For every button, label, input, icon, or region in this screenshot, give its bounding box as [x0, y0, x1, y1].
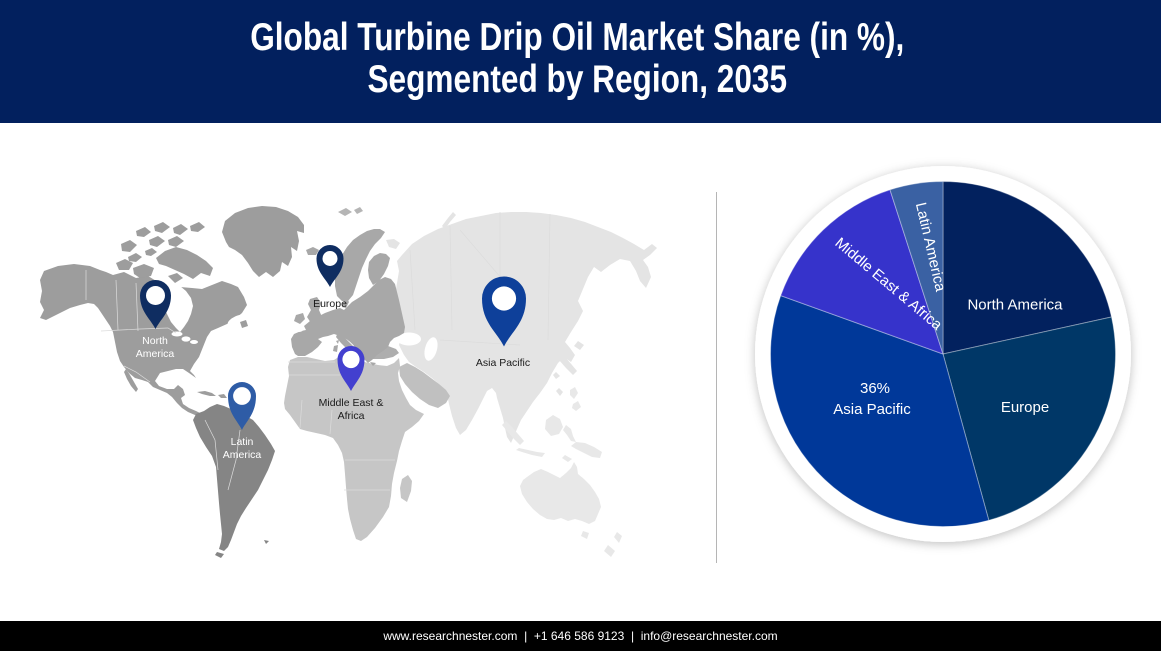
svg-text:Asia Pacific: Asia Pacific: [476, 357, 530, 369]
svg-text:Europe: Europe: [1001, 399, 1049, 416]
svg-text:Asia Pacific: Asia Pacific: [833, 401, 911, 418]
svg-text:Latin: Latin: [231, 436, 254, 448]
svg-text:Europe: Europe: [313, 298, 347, 310]
svg-text:America: America: [223, 449, 262, 461]
svg-text:Africa: Africa: [338, 410, 365, 422]
svg-text:36%: 36%: [860, 380, 890, 397]
svg-text:America: America: [136, 348, 175, 360]
svg-text:Middle East &: Middle East &: [319, 397, 384, 409]
svg-text:North: North: [142, 335, 168, 347]
svg-text:North America: North America: [967, 297, 1063, 314]
